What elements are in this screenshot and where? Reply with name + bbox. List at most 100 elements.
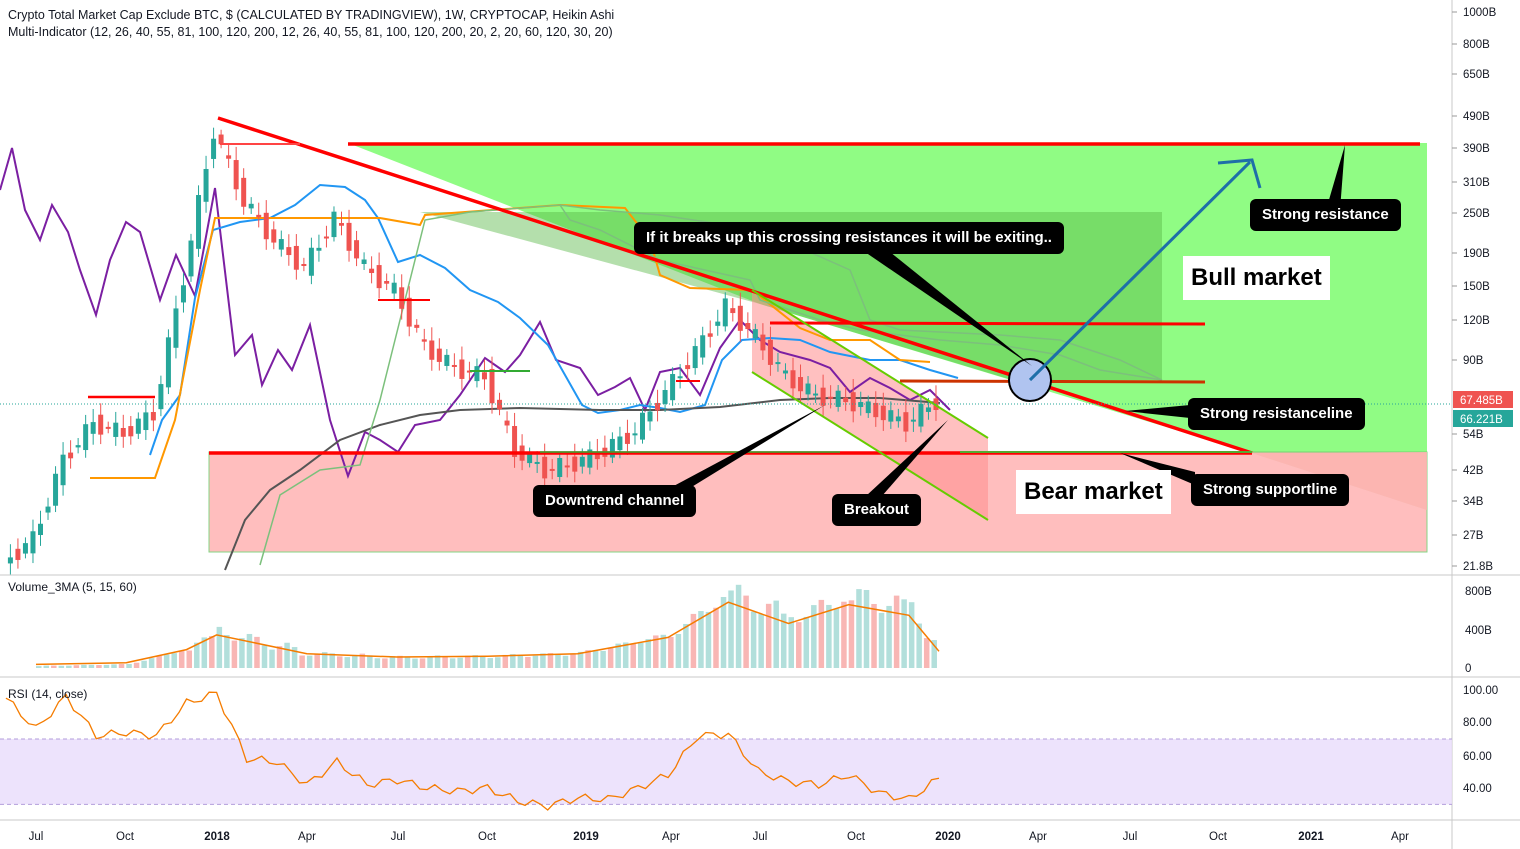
price-tick-label: 250B [1463,208,1490,220]
volume-bar [427,656,433,668]
callout-strong-resistance: Strong resistance [1250,199,1401,231]
volume-bar [472,655,478,668]
volume-bar [389,656,396,668]
candle [7,557,13,564]
candle [685,365,691,370]
candle [564,465,570,468]
candle [120,427,126,437]
volume-bar [314,653,320,668]
main-downtrend-line [217,116,1253,455]
trend-lines [0,116,1452,521]
volume-bar [585,650,591,668]
rsi-axis[interactable]: 100.00 80.00 60.00 40.00 [1463,685,1498,795]
candle [903,412,909,432]
volume-bar [848,600,855,668]
candle [737,305,743,331]
time-tick-label: 2018 [204,831,230,843]
volume-bar [254,636,260,668]
candle [75,445,81,448]
price-axis[interactable]: 1000B 800B 650B 490B 390B 310B 250B 190B 150B 120… [1452,7,1497,573]
volume-bar [209,636,215,668]
candle [421,339,427,342]
volume-bar [224,635,230,668]
volume-bar [841,601,847,668]
volume-bar [299,655,305,668]
volume-bar [675,634,682,668]
rsi-tick-label: 80.00 [1463,717,1492,729]
volume-bar [886,605,892,668]
candle [15,548,21,560]
volume-bar [163,654,170,668]
candle [775,362,781,365]
callout-downtrend-channel: Downtrend channel [533,485,697,517]
candle [722,298,728,327]
candle [888,410,894,422]
volume-bar [878,612,885,668]
volume-bar [547,653,554,668]
callout-breakout: Breakout [832,494,922,526]
price-tick-label: 34B [1463,496,1484,508]
candle [534,461,540,464]
price-tick-label: 54B [1463,429,1484,441]
price-tick-label: 310B [1463,177,1490,189]
candle [572,456,578,472]
bull-arrow-head [1217,158,1262,189]
volume-bar [321,652,328,668]
volume-bar [58,665,65,668]
candle [925,407,931,412]
volume-bar [43,665,50,668]
candle [256,214,262,218]
volume-bar [495,657,501,668]
volume-tick-label: 0 [1465,663,1471,675]
indicator-label[interactable]: Multi-Indicator (12, 26, 40, 55, 81, 100… [8,25,613,39]
time-axis[interactable]: Jul Oct 2018 Apr Jul Oct 2019 Apr Jul Oct 2020 Apr J… [29,831,1409,843]
time-tick-label: Apr [662,831,680,843]
candle [662,390,668,404]
volume-bar [186,650,192,668]
time-tick-label: Jul [753,831,768,843]
volume-bar [826,604,832,668]
rsi-tick-label: 40.00 [1463,783,1492,795]
volume-bar [397,655,403,668]
candle [760,334,766,351]
candle [767,339,773,365]
low-resistance-line [899,379,1206,384]
candle [527,452,533,464]
candle [805,383,811,395]
candle [83,424,89,451]
volume-bar [51,665,57,668]
candle [98,414,104,435]
volume-bar [66,665,72,668]
label-bull-market: Bull market [1183,256,1330,300]
candle [406,297,412,327]
volume-bar [811,605,817,668]
candle [173,308,179,348]
volume-pane-label[interactable]: Volume_3MA (5, 15, 60) [8,580,137,594]
volume-bar [607,647,614,668]
volume-bar [133,662,140,668]
candle [68,452,74,459]
candle [873,402,879,418]
volume-bar [367,655,373,668]
volume-bar [194,642,200,668]
volume-bar [434,655,441,668]
breakout-target [1008,158,1262,402]
price-tick-label: 21.8B [1463,561,1493,573]
volume-axis[interactable]: 800B 400B 0 [1465,586,1492,675]
price-tick-label: 90B [1463,355,1484,367]
bull-arrow-line [1028,160,1252,382]
rsi-pane-label[interactable]: RSI (14, close) [8,687,88,701]
candle [128,426,134,437]
candle [865,401,871,414]
volume-bar [765,603,772,668]
volume-bar [510,654,516,668]
volume-bar [803,616,810,668]
candle [226,155,232,159]
candle [813,393,819,396]
volume-bar [156,655,162,668]
volume-bar [893,595,900,668]
candle [670,374,676,401]
time-tick-label: 2021 [1298,831,1324,843]
